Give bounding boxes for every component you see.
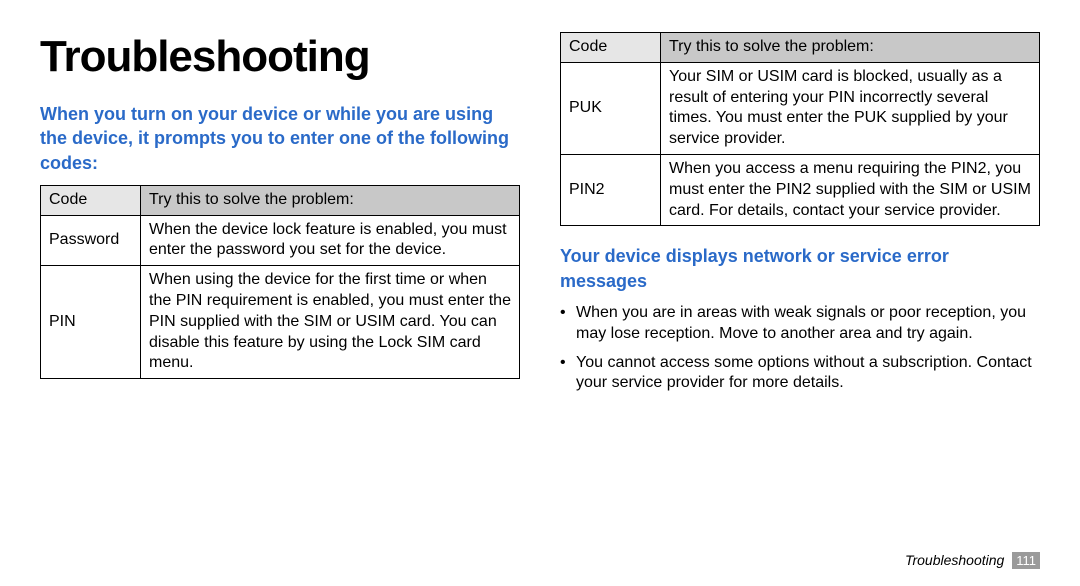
page-number: 111 — [1012, 552, 1040, 569]
list-item: You cannot access some options without a… — [560, 353, 1040, 395]
cell-code: PUK — [561, 62, 661, 154]
table-row: Password When the device lock feature is… — [41, 215, 520, 266]
table-row: PUK Your SIM or USIM card is blocked, us… — [561, 62, 1040, 154]
header-solution: Try this to solve the problem: — [661, 33, 1040, 63]
header-solution: Try this to solve the problem: — [141, 185, 520, 215]
cell-code: PIN — [41, 266, 141, 379]
cell-solution: When the device lock feature is enabled,… — [141, 215, 520, 266]
right-column: Code Try this to solve the problem: PUK … — [560, 32, 1040, 402]
table-row: PIN When using the device for the ﬁrst t… — [41, 266, 520, 379]
table-row: PIN2 When you access a menu requiring th… — [561, 154, 1040, 225]
list-item: When you are in areas with weak signals … — [560, 303, 1040, 345]
section1-heading: When you turn on your device or while yo… — [40, 102, 520, 175]
page-title: Troubleshooting — [40, 32, 520, 82]
footer: Troubleshooting 111 — [905, 552, 1040, 568]
cell-solution: When you access a menu requiring the PIN… — [661, 154, 1040, 225]
table-header-row: Code Try this to solve the problem: — [561, 33, 1040, 63]
header-code: Code — [41, 185, 141, 215]
cell-solution: When using the device for the ﬁrst time … — [141, 266, 520, 379]
header-code: Code — [561, 33, 661, 63]
section2-bullets: When you are in areas with weak signals … — [560, 303, 1040, 394]
table-header-row: Code Try this to solve the problem: — [41, 185, 520, 215]
footer-label: Troubleshooting — [905, 552, 1004, 568]
left-column: Troubleshooting When you turn on your de… — [40, 32, 520, 402]
cell-solution: Your SIM or USIM card is blocked, usuall… — [661, 62, 1040, 154]
cell-code: Password — [41, 215, 141, 266]
codes-table-right: Code Try this to solve the problem: PUK … — [560, 32, 1040, 226]
section2-heading: Your device displays network or service … — [560, 244, 1040, 293]
cell-code: PIN2 — [561, 154, 661, 225]
codes-table-left: Code Try this to solve the problem: Pass… — [40, 185, 520, 379]
